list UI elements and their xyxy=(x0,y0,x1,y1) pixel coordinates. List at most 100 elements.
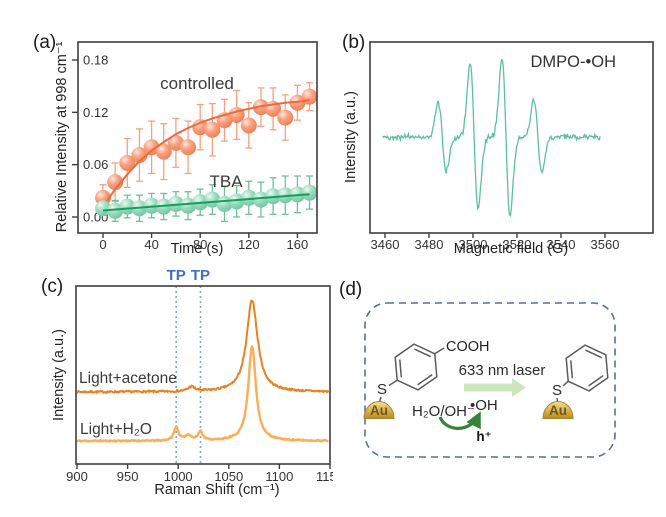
data-point-sphere xyxy=(167,134,184,151)
a-x-tick-label: 120 xyxy=(238,237,260,252)
b-y-axis-title: Intensity (a.u.) xyxy=(343,91,359,183)
b-x-tick-label: 3560 xyxy=(591,237,620,252)
data-point-sphere xyxy=(131,147,148,164)
data-point-sphere xyxy=(155,143,172,160)
panel-b-chart: 3460 3480 3500 3520 3540 3560 (b) DMPO-•OH In… xyxy=(342,32,654,257)
c-x-tick-label: 1150 xyxy=(316,469,333,484)
data-point-sphere xyxy=(107,174,124,191)
trace-label-acetone: Light+acetone xyxy=(79,370,177,387)
fit-line xyxy=(102,99,310,208)
laser-label: 633 nm laser xyxy=(459,362,546,379)
panel-c-label: (c) xyxy=(41,276,63,297)
epr-trace xyxy=(382,58,601,218)
series-controlled xyxy=(95,82,318,212)
data-point-sphere xyxy=(228,193,245,210)
double-bond xyxy=(570,360,574,379)
data-point-sphere xyxy=(180,197,197,214)
au-label-right: Au xyxy=(549,403,567,418)
ring-s-bond xyxy=(562,380,569,387)
data-point-sphere xyxy=(301,184,318,201)
b-x-axis-title: Magnetic field (G) xyxy=(454,241,568,257)
data-point-sphere xyxy=(301,88,318,105)
c-y-axis-title: Intensity (a.u.) xyxy=(51,329,67,421)
data-point-sphere xyxy=(192,119,209,136)
data-point-sphere xyxy=(95,200,111,217)
tp-annotation-1: TP xyxy=(167,267,186,284)
b-x-tick-label: 3520 xyxy=(503,237,532,252)
cooh-label: COOH xyxy=(446,339,490,355)
data-point-sphere xyxy=(143,139,160,156)
data-point-sphere xyxy=(107,202,124,219)
b-axis-ticks: 3460 3480 3500 3520 3540 3560 xyxy=(371,233,620,252)
au-dome-left xyxy=(363,401,395,419)
b-plot-frame xyxy=(369,41,654,234)
data-point-sphere xyxy=(277,109,294,126)
c-x-tick-label: 900 xyxy=(66,469,88,484)
data-point-sphere xyxy=(265,188,282,205)
fit-line xyxy=(102,193,310,212)
data-point-sphere xyxy=(252,191,269,208)
panel-b-label: (b) xyxy=(342,32,365,53)
data-point-sphere xyxy=(119,198,136,215)
a-x-axis-title: Time (s) xyxy=(171,241,224,257)
raman-traces-group xyxy=(76,299,330,443)
epr-trace-group xyxy=(382,58,601,218)
raman-trace xyxy=(76,299,330,394)
double-bond xyxy=(585,349,603,359)
c-x-tick-label: 1050 xyxy=(214,469,243,484)
series-label-controlled: controlled xyxy=(160,74,234,93)
c-x-axis-title: Raman Shift (cm⁻¹) xyxy=(154,482,279,498)
radical-arrow xyxy=(438,411,481,430)
a-x-tick-label: 80 xyxy=(193,237,207,252)
au-label-left: Au xyxy=(370,403,388,418)
c-x-tick-label: 950 xyxy=(117,469,139,484)
c-axis-ticks: 900 950 1000 1050 1100 1150 xyxy=(66,464,333,484)
s-label-right: S xyxy=(552,382,562,399)
b-x-tick-label: 3500 xyxy=(459,237,488,252)
b-x-tick-label: 3540 xyxy=(547,237,576,252)
data-point-sphere xyxy=(119,154,136,171)
panel-d-diagram: (d) COOH S Au 633 nm laser H₂O/OH⁻ •OH h… xyxy=(339,279,616,458)
data-point-sphere xyxy=(204,191,221,208)
a-x-tick-label: 160 xyxy=(287,237,309,252)
data-point-sphere xyxy=(240,117,257,134)
s-label-left: S xyxy=(377,381,387,398)
data-point-sphere xyxy=(180,139,197,156)
a-x-tick-label: 0 xyxy=(99,237,106,252)
b-x-tick-label: 3460 xyxy=(371,237,400,252)
double-bond xyxy=(588,374,604,387)
data-point-sphere xyxy=(240,189,257,206)
series-label-tba: TBA xyxy=(209,172,243,191)
au-dome-right xyxy=(542,401,574,419)
reactants-label: H₂O/OH⁻ xyxy=(412,403,475,420)
tp-annotation-2: TP xyxy=(191,267,210,284)
a-x-tick-label: 40 xyxy=(144,237,158,252)
data-point-sphere xyxy=(143,197,160,214)
c-plot-frame xyxy=(75,285,331,465)
reaction-box xyxy=(364,302,616,458)
radical-label: •OH xyxy=(470,397,498,414)
series-TBA xyxy=(95,175,318,223)
trace-label-h2o: Light+H₂O xyxy=(80,421,152,438)
benzene-ring-right xyxy=(565,344,609,392)
panel-d-label: (d) xyxy=(339,279,362,300)
a-y-tick-label: 0.12 xyxy=(83,105,108,120)
a-data-series xyxy=(95,82,318,223)
double-bond xyxy=(417,373,433,386)
c-x-tick-label: 1000 xyxy=(164,469,193,484)
b-x-tick-label: 3480 xyxy=(415,237,444,252)
hole-label: h⁺ xyxy=(476,429,491,444)
data-point-sphere xyxy=(204,121,221,138)
epr-species-label: DMPO-•OH xyxy=(530,53,616,71)
ring-s-bond xyxy=(388,379,398,387)
a-y-tick-label: 0.18 xyxy=(83,53,108,68)
c-x-tick-label: 1100 xyxy=(265,469,293,484)
panel-a-label: (a) xyxy=(33,32,56,53)
data-point-sphere xyxy=(277,187,294,204)
a-y-tick-label: 0.06 xyxy=(83,157,108,172)
double-bond xyxy=(414,348,432,358)
double-bond xyxy=(399,359,403,378)
laser-arrow xyxy=(464,378,526,397)
